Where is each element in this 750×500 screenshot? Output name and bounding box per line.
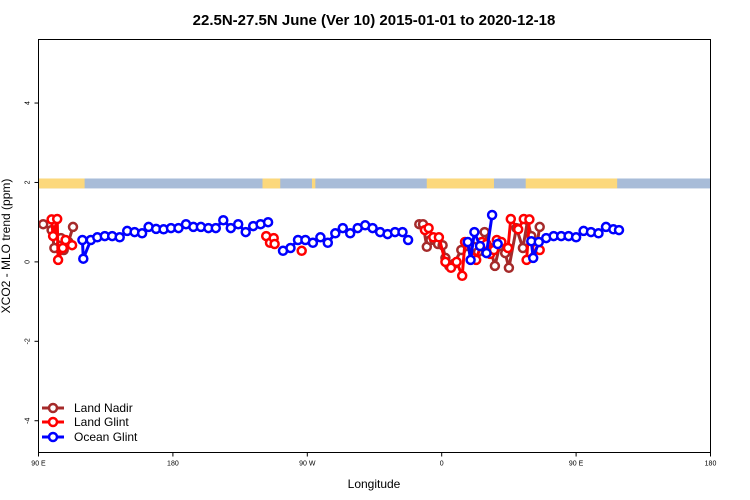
- x-tick-label: 90 W: [299, 461, 316, 468]
- data-point-land-glint: [502, 242, 514, 254]
- data-point-land-glint: [47, 230, 59, 242]
- legend-entry-ocean-glint: Ocean Glint: [42, 430, 138, 444]
- data-point-ocean-glint: [481, 247, 492, 259]
- data-point-land-glint: [269, 238, 280, 250]
- data-point-land-nadir: [489, 260, 501, 272]
- data-point-land-glint: [456, 270, 468, 282]
- data-point-land-glint: [51, 213, 63, 225]
- data-point-ocean-glint: [262, 216, 274, 228]
- x-axis: 90 E 180 90 W 0 90 E 180: [31, 452, 717, 468]
- x-tick-label: 180: [167, 461, 179, 468]
- data-point-ocean-glint: [232, 218, 244, 230]
- x-tick-label: 180: [705, 461, 717, 468]
- data-point-ocean-glint: [474, 240, 486, 252]
- data-point-land-glint: [451, 256, 462, 268]
- legend-marker-ocean-glint: [47, 431, 59, 443]
- legend-marker-land-nadir: [47, 402, 59, 414]
- data-point-land-nadir: [534, 221, 545, 233]
- data-point-land-glint: [52, 254, 64, 266]
- data-point-land-nadir: [517, 242, 529, 254]
- data-point-ocean-glint: [465, 254, 476, 266]
- y-tick-label: 2: [25, 180, 32, 184]
- chart-title: 22.5N-27.5N June (Ver 10) 2015-01-01 to …: [193, 12, 556, 29]
- data-point-ocean-glint: [330, 228, 341, 239]
- legend-label-land-nadir: Land Nadir: [74, 401, 133, 415]
- y-tick-label: 4: [25, 101, 32, 105]
- data-point-ocean-glint: [492, 238, 503, 250]
- data-point-ocean-glint: [322, 237, 334, 249]
- data-point-ocean-glint: [344, 228, 356, 239]
- data-point-ocean-glint: [469, 226, 480, 238]
- land-band-4: [525, 178, 618, 189]
- land-band-0: [38, 178, 85, 189]
- data-point-ocean-glint: [402, 234, 414, 246]
- data-point-ocean-glint: [114, 232, 125, 243]
- y-tick-label: -4: [25, 418, 32, 424]
- data-point-ocean-glint: [78, 253, 89, 264]
- data-point-land-glint: [524, 214, 535, 225]
- data-point-ocean-glint: [337, 222, 349, 234]
- data-point-land-glint: [505, 213, 517, 225]
- data-point-land-glint: [433, 232, 445, 243]
- legend: Land Nadir Land Glint Ocean Glint: [42, 401, 138, 444]
- data-point-land-glint: [423, 222, 434, 234]
- data-point-land-glint: [296, 245, 307, 257]
- data-point-land-nadir: [479, 226, 490, 238]
- legend-label-ocean-glint: Ocean Glint: [74, 430, 138, 444]
- land-band-2: [311, 178, 316, 189]
- data-point-ocean-glint: [462, 236, 474, 248]
- data-point-ocean-glint: [367, 222, 378, 234]
- data-point-ocean-glint: [527, 252, 539, 264]
- series-ocean-glint: [77, 209, 625, 266]
- data-point-land-nadir: [503, 262, 515, 274]
- data-point-ocean-glint: [593, 228, 604, 239]
- data-point-ocean-glint: [218, 214, 229, 226]
- data-point-ocean-glint: [285, 242, 296, 254]
- x-tick-label: 90 E: [569, 461, 584, 468]
- data-point-land-glint: [66, 239, 78, 251]
- x-axis-label: Longitude: [348, 477, 401, 491]
- y-tick-label: -2: [25, 338, 32, 344]
- legend-label-land-glint: Land Glint: [74, 415, 129, 429]
- data-point-land-glint: [60, 234, 71, 246]
- data-point-ocean-glint: [77, 234, 88, 246]
- legend-entry-land-nadir: Land Nadir: [42, 401, 133, 415]
- data-point-ocean-glint: [240, 226, 251, 238]
- data-point-ocean-glint: [613, 224, 625, 236]
- data-point-land-nadir: [37, 218, 49, 230]
- y-axis: -4 -2 0 2 4: [25, 101, 39, 424]
- ocean-band: [38, 178, 711, 189]
- land-band-1: [262, 178, 281, 189]
- data-point-ocean-glint: [210, 222, 222, 234]
- data-point-land-nadir: [67, 221, 79, 233]
- data-point-ocean-glint: [315, 232, 326, 243]
- series-layer: [37, 209, 625, 282]
- data-point-ocean-glint: [397, 226, 408, 238]
- legend-marker-land-glint: [47, 416, 59, 428]
- data-point-land-glint: [445, 262, 457, 274]
- plot-frame: [38, 39, 711, 453]
- data-point-ocean-glint: [570, 232, 582, 243]
- data-point-ocean-glint: [307, 237, 319, 249]
- data-point-ocean-glint: [486, 209, 498, 221]
- land-band-3: [426, 178, 494, 189]
- x-tick-label: 0: [440, 461, 444, 468]
- y-axis-label: XCO2 - MLO trend (ppm): [0, 179, 13, 314]
- legend-entry-land-glint: Land Glint: [42, 415, 129, 429]
- y-tick-label: 0: [25, 260, 32, 264]
- x-tick-label: 90 E: [31, 461, 46, 468]
- data-point-land-glint: [440, 256, 451, 268]
- data-point-ocean-glint: [136, 228, 148, 239]
- data-point-land-glint: [512, 224, 524, 235]
- land-mask: [38, 178, 711, 189]
